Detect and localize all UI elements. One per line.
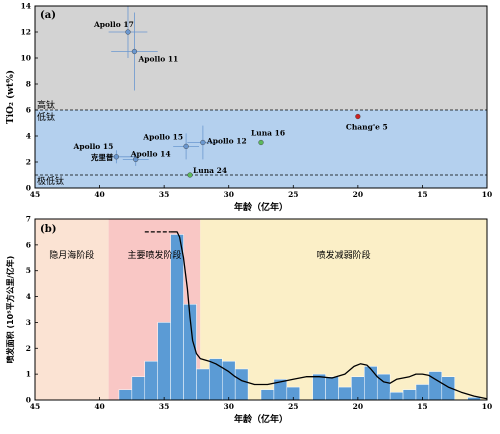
x-tick-label: 30 <box>223 190 233 199</box>
data-point <box>258 139 264 146</box>
point-label: Apollo 12 <box>206 137 247 146</box>
x-tick-label: 25 <box>288 402 298 411</box>
panel-b-label: (b) <box>40 224 56 235</box>
panel-a-y-axis-label: TiO₂ (wt%) <box>5 70 16 124</box>
y-tick-label: 8 <box>26 80 31 89</box>
y-tick-label: 12 <box>21 28 31 37</box>
y-tick-label: 4 <box>26 132 31 141</box>
point-label: Apollo 17 <box>93 20 134 29</box>
data-point <box>187 172 193 178</box>
point-label: Apollo 15 <box>73 142 114 151</box>
panel-b-y-axis-label: 喷发面积 (10⁵平方公里/亿年) <box>5 256 15 364</box>
point-label: Luna 24 <box>193 166 227 175</box>
x-tick-label: 15 <box>417 190 427 199</box>
region-label-low-ti: 低钛 <box>37 111 55 123</box>
panel-a-y-ticks: 0 2 4 6 8 10 12 14 <box>21 2 38 193</box>
x-tick-label: 40 <box>94 190 104 199</box>
y-tick-label: 3 <box>26 318 31 327</box>
x-tick-label: 45 <box>30 402 40 411</box>
y-tick-label: 14 <box>21 2 31 11</box>
point-label: Luna 16 <box>251 129 285 138</box>
region-band-0 <box>35 6 487 110</box>
point-label: Apollo 14 <box>130 149 171 158</box>
data-point <box>131 48 138 55</box>
x-tick-label: 15 <box>417 402 427 411</box>
panel-a-x-axis-label: 年龄（亿年） <box>234 201 288 213</box>
x-tick-label: 10 <box>482 190 492 199</box>
y-tick-label: 2 <box>26 158 31 167</box>
panel-a-point-labels: Apollo 17 Apollo 11 Apollo 15 Apollo 12 Apol… <box>73 20 388 175</box>
y-tick-label: 10 <box>21 54 31 63</box>
y-tick-label: 7 <box>26 215 31 224</box>
phase-label: 喷发减弱阶段 <box>317 249 371 261</box>
panel-b-trend-line <box>144 231 488 400</box>
bar <box>402 389 417 401</box>
y-tick-label: 2 <box>26 344 31 353</box>
data-point <box>355 113 361 120</box>
x-tick-label: 35 <box>159 402 169 411</box>
trend-line-solid <box>170 231 488 400</box>
panel-b-y-ticks: 0 1 2 3 4 5 6 7 <box>26 215 38 405</box>
y-tick-label: 6 <box>26 240 31 249</box>
point-label: Apollo 15 <box>142 132 183 141</box>
x-tick-label: 35 <box>159 190 169 199</box>
point-label: Apollo 11 <box>137 55 178 64</box>
bar <box>157 322 171 401</box>
bar <box>196 368 210 401</box>
bar <box>209 358 223 401</box>
panel-b-frame <box>34 218 488 401</box>
panel-a-points <box>113 29 361 178</box>
y-tick-label: 0 <box>26 396 31 405</box>
point-label: Chang'e 5 <box>346 123 388 132</box>
bar <box>234 368 249 401</box>
y-tick-label: 4 <box>26 292 31 301</box>
x-tick-label: 20 <box>353 190 363 199</box>
panel-a-x-ticks: 45 40 35 30 25 20 15 10 <box>30 185 492 199</box>
panel-b-bars <box>118 234 481 401</box>
panel-b-x-ticks: 45 40 35 30 25 20 15 10 <box>30 397 492 411</box>
region-band-2 <box>35 175 487 188</box>
region-label-very-low-ti: 极低钛 <box>37 175 64 187</box>
bar <box>389 391 404 401</box>
panel-b-phase-backgrounds <box>35 219 487 400</box>
x-tick-label: 25 <box>288 190 298 199</box>
bar <box>260 389 275 401</box>
x-tick-label: 40 <box>94 402 104 411</box>
data-point <box>200 139 206 146</box>
data-point <box>113 154 119 160</box>
y-tick-label: 5 <box>26 266 31 275</box>
bar <box>338 386 352 401</box>
y-tick-label: 1 <box>26 370 31 379</box>
panel-a-label: (a) <box>40 10 56 21</box>
panel-b: 隐月海阶段 主要喷发阶段 喷发减弱阶段 45 40 35 30 25 20 15 10 01234… <box>5 215 492 426</box>
phase-band-0 <box>35 219 109 400</box>
bar <box>131 376 146 401</box>
bar <box>144 360 158 401</box>
x-tick-label: 10 <box>482 402 492 411</box>
point-label: 克里普 <box>91 152 114 162</box>
phase-label: 隐月海阶段 <box>49 249 94 261</box>
x-tick-label: 30 <box>223 402 233 411</box>
bar <box>325 376 339 401</box>
panel-a-frame <box>34 5 488 189</box>
x-tick-label: 45 <box>30 190 40 199</box>
panel-b-x-axis-label: 年龄（亿年） <box>234 413 288 425</box>
region-label-high-ti: 高钛 <box>37 99 55 111</box>
panel-a: Apollo 17 Apollo 11 Apollo 15 Apollo 12 Apol… <box>5 2 492 214</box>
bar <box>118 389 133 401</box>
bar <box>364 366 378 401</box>
data-point <box>183 143 189 150</box>
data-point <box>133 156 139 163</box>
y-tick-label: 0 <box>26 184 31 193</box>
data-point <box>125 29 131 35</box>
bar <box>222 360 236 401</box>
bar <box>312 373 326 401</box>
phase-label: 主要喷发阶段 <box>127 249 181 261</box>
panel-b-phase-labels: 隐月海阶段 主要喷发阶段 喷发减弱阶段 <box>49 249 370 261</box>
y-tick-label: 6 <box>26 106 31 115</box>
bar <box>351 376 365 401</box>
x-tick-label: 20 <box>353 402 363 411</box>
